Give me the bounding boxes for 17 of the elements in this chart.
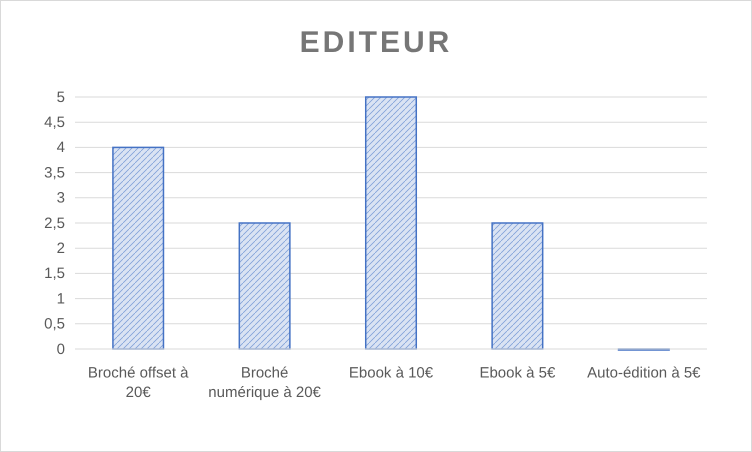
y-tick-label: 0 [56, 340, 65, 358]
x-tick-label: Auto-édition à 5€ [587, 364, 702, 382]
x-tick-label: Broché numérique à 20€ [208, 364, 322, 402]
y-tick-label: 3 [56, 190, 65, 207]
x-tick-label: Ebook à 10€ [348, 364, 434, 382]
x-tick-label: Ebook à 5€ [479, 364, 556, 382]
y-tick-label: 1 [56, 290, 65, 308]
y-tick-label: 2,5 [44, 214, 65, 232]
y-tick-label: 1,5 [44, 265, 65, 282]
y-tick-label: 5 [56, 88, 65, 106]
y-tick-label: 0,5 [44, 316, 65, 333]
y-tick-label: 3,5 [44, 164, 65, 182]
y-tick-label: 4 [56, 139, 65, 156]
chart-title: EDITEUR [300, 26, 452, 59]
y-tick-label: 2 [56, 240, 65, 257]
y-tick-label: 4,5 [44, 114, 65, 131]
x-tick-label: Broché offset à 20€ [88, 364, 190, 402]
